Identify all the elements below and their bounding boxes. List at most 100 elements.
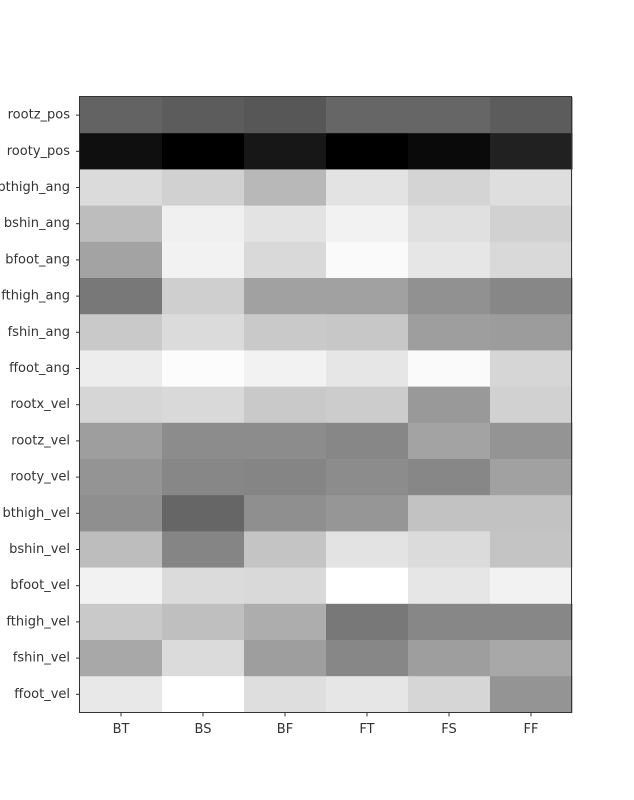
heatmap-cell-bfoot_ang-BT <box>80 241 163 279</box>
y-tick-label: bshin_ang <box>4 216 70 231</box>
y-tick-label: bthigh_ang <box>0 180 70 195</box>
heatmap-cell-rooty_pos-BS <box>162 133 245 170</box>
y-tick-label: fshin_ang <box>8 325 70 340</box>
heatmap-cell-bshin_vel-BF <box>244 531 327 569</box>
heatmap-cell-bshin_vel-FT <box>326 531 409 569</box>
y-tick-label: rooty_vel <box>10 470 70 485</box>
heatmap-cell-fthigh_vel-FT <box>326 603 409 641</box>
heatmap-cell-ffoot_vel-BF <box>244 676 327 713</box>
heatmap-cell-bfoot_vel-FF <box>490 567 573 605</box>
heatmap-cell-rooty_pos-FT <box>326 133 409 170</box>
heatmap-cell-rootz_vel-FT <box>326 422 409 460</box>
heatmap-cell-fthigh_ang-FF <box>490 278 573 315</box>
heatmap-cell-bfoot_vel-FT <box>326 567 409 605</box>
heatmap-cell-rootz_vel-FS <box>408 422 491 460</box>
heatmap-cell-bfoot_ang-FT <box>326 241 409 279</box>
y-tick-label: rootx_vel <box>10 397 70 412</box>
y-tick-label: ffoot_vel <box>14 687 70 702</box>
heatmap-cell-bthigh_vel-BF <box>244 495 327 532</box>
y-axis-ticks: rootz_pos rooty_pos bthigh_ang bshin_angbfo… <box>0 108 80 702</box>
heatmap-cell-fshin_vel-FF <box>490 640 573 677</box>
heatmap-cell-ffoot_ang-FT <box>326 350 409 388</box>
heatmap-cell-bthigh_vel-FT <box>326 495 409 532</box>
heatmap-cell-bshin_ang-FS <box>408 205 491 243</box>
heatmap-cell-rootz_pos-FS <box>408 97 491 134</box>
heatmap-cell-rootz_pos-BT <box>80 97 163 134</box>
heatmap-cell-rootx_vel-FT <box>326 386 409 424</box>
x-tick-label: FF <box>524 722 539 737</box>
heatmap-cell-fshin_vel-BT <box>80 640 163 677</box>
y-tick-label: bshin_vel <box>9 542 70 557</box>
heatmap-cell-ffoot_ang-FS <box>408 350 491 388</box>
heatmap-cell-bthigh_ang-BS <box>162 169 245 207</box>
heatmap-cell-bshin_ang-FF <box>490 205 573 243</box>
heatmap-cell-rootz_pos-FF <box>490 97 573 134</box>
heatmap-cell-bfoot_vel-BT <box>80 567 163 605</box>
heatmap-cell-rootz_pos-FT <box>326 97 409 134</box>
heatmap-cell-bfoot_vel-FS <box>408 567 491 605</box>
heatmap-cell-fshin_vel-BS <box>162 640 245 677</box>
heatmap-cell-rootx_vel-BT <box>80 386 163 424</box>
x-tick-label: BT <box>113 722 130 737</box>
heatmap-cell-bfoot_vel-BF <box>244 567 327 605</box>
y-tick-label: bfoot_ang <box>5 252 70 267</box>
heatmap-cells <box>80 97 573 713</box>
heatmap-cell-bshin_vel-BT <box>80 531 163 569</box>
heatmap-cell-ffoot_ang-BF <box>244 350 327 388</box>
heatmap-cell-rootz_vel-FF <box>490 422 573 460</box>
heatmap-cell-fthigh_vel-FS <box>408 603 491 641</box>
heatmap-cell-ffoot_ang-BS <box>162 350 245 388</box>
heatmap-cell-fthigh_vel-BS <box>162 603 245 641</box>
heatmap-cell-rootx_vel-FS <box>408 386 491 424</box>
heatmap-cell-rooty_vel-BT <box>80 459 163 496</box>
heatmap-cell-ffoot_ang-BT <box>80 350 163 388</box>
heatmap-cell-fshin_ang-BT <box>80 314 163 351</box>
y-tick-label: fthigh_vel <box>6 614 70 629</box>
heatmap-cell-rooty_pos-FF <box>490 133 573 170</box>
heatmap-cell-ffoot_vel-BT <box>80 676 163 713</box>
heatmap-cell-fthigh_vel-BF <box>244 603 327 641</box>
heatmap-cell-rootz_vel-BS <box>162 422 245 460</box>
y-tick-label: rooty_pos <box>7 144 70 159</box>
heatmap-cell-rooty_pos-FS <box>408 133 491 170</box>
heatmap-cell-ffoot_vel-BS <box>162 676 245 713</box>
x-tick-label: FS <box>441 722 457 737</box>
heatmap-cell-bshin_ang-FT <box>326 205 409 243</box>
heatmap-cell-bthigh_ang-FF <box>490 169 573 207</box>
heatmap-cell-bshin_ang-BF <box>244 205 327 243</box>
heatmap-cell-bthigh_vel-FF <box>490 495 573 532</box>
heatmap-cell-bthigh_vel-BT <box>80 495 163 532</box>
y-tick-label: ffoot_ang <box>9 361 70 376</box>
heatmap-cell-fthigh_vel-BT <box>80 603 163 641</box>
heatmap-cell-fthigh_ang-FS <box>408 278 491 315</box>
heatmap-cell-fthigh_vel-FF <box>490 603 573 641</box>
heatmap-cell-bthigh_vel-FS <box>408 495 491 532</box>
y-tick-label: bfoot_vel <box>10 578 70 593</box>
y-tick-label: fthigh_ang <box>1 289 70 304</box>
heatmap-cell-bfoot_vel-BS <box>162 567 245 605</box>
heatmap-cell-fthigh_ang-BF <box>244 278 327 315</box>
heatmap-cell-fthigh_ang-FT <box>326 278 409 315</box>
x-axis-ticks: BT BS BF FT FS FF <box>113 712 539 737</box>
heatmap-cell-fthigh_ang-BS <box>162 278 245 315</box>
heatmap-cell-fshin_vel-FS <box>408 640 491 677</box>
heatmap-cell-bthigh_ang-BF <box>244 169 327 207</box>
heatmap-cell-fshin_ang-BF <box>244 314 327 351</box>
heatmap-cell-bshin_vel-FS <box>408 531 491 569</box>
heatmap-cell-ffoot_vel-FF <box>490 676 573 713</box>
heatmap-cell-rooty_vel-FS <box>408 459 491 496</box>
heatmap-cell-rootz_vel-BT <box>80 422 163 460</box>
heatmap-cell-ffoot_vel-FS <box>408 676 491 713</box>
heatmap-cell-fshin_ang-FF <box>490 314 573 351</box>
heatmap-cell-bthigh_ang-FT <box>326 169 409 207</box>
x-tick-label: BS <box>195 722 212 737</box>
y-tick-label: fshin_vel <box>13 651 70 666</box>
heatmap-cell-rootz_vel-BF <box>244 422 327 460</box>
heatmap-cell-bshin_ang-BT <box>80 205 163 243</box>
heatmap-cell-bthigh_vel-BS <box>162 495 245 532</box>
heatmap-cell-rooty_vel-BS <box>162 459 245 496</box>
y-tick-label: rootz_vel <box>11 433 70 448</box>
heatmap-cell-fthigh_ang-BT <box>80 278 163 315</box>
heatmap-cell-rooty_vel-BF <box>244 459 327 496</box>
heatmap-cell-bshin_vel-BS <box>162 531 245 569</box>
